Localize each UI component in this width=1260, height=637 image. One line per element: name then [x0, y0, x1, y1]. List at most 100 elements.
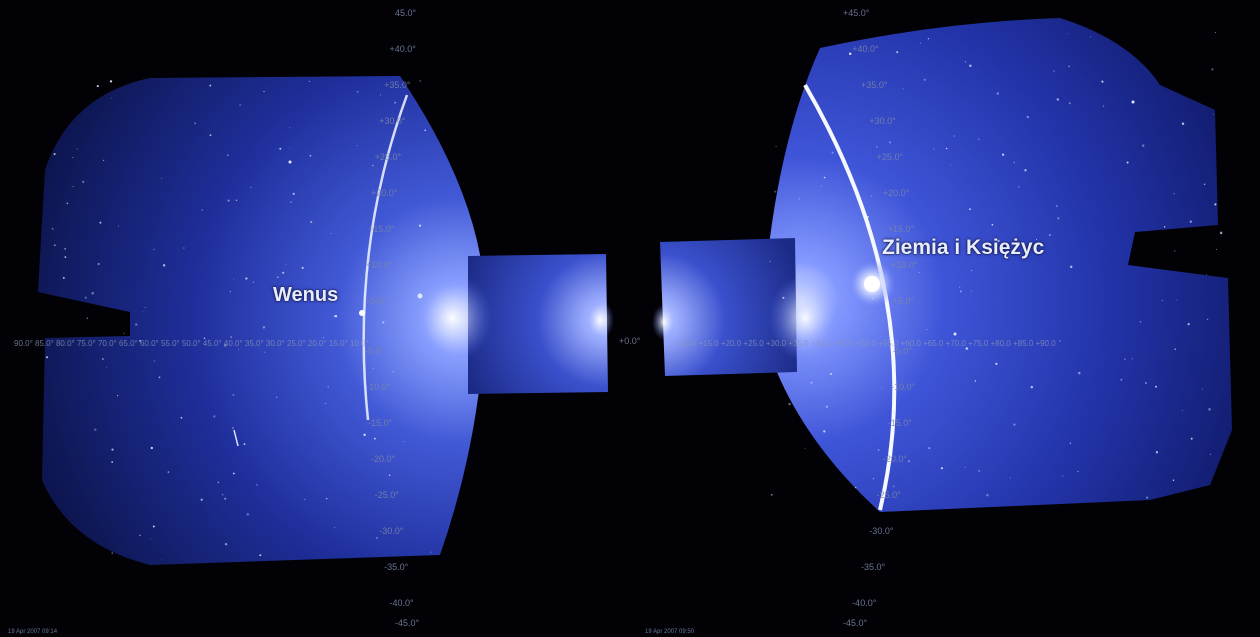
star	[810, 382, 812, 384]
star	[855, 487, 856, 488]
star	[73, 186, 74, 187]
star	[903, 88, 904, 89]
star	[210, 134, 212, 136]
star	[373, 368, 374, 369]
tick-label: 45.0°	[395, 8, 416, 18]
star	[1018, 186, 1019, 187]
axis-left-readout: 90.0° 85.0° 80.0° 75.0° 70.0° 65.0° 60.0…	[14, 339, 369, 348]
tick-label: +40.0°	[389, 44, 415, 54]
star	[893, 411, 895, 413]
star	[376, 537, 378, 539]
center-tick: +0.0°	[619, 336, 640, 346]
star	[264, 352, 265, 353]
timestamp-left: 19 Apr 2007 09:14	[8, 629, 57, 635]
star	[151, 447, 153, 449]
sun-glow-center-right	[652, 304, 676, 340]
star	[110, 80, 112, 82]
tick-label: -5.0°	[893, 346, 912, 356]
tick-label: -30.0°	[379, 526, 403, 536]
star	[769, 261, 771, 263]
tick-label: -45.0°	[395, 618, 419, 628]
star	[867, 216, 869, 218]
star	[77, 148, 78, 149]
tick-label: -30.0°	[869, 526, 893, 536]
tick-label: +30.0°	[869, 116, 895, 126]
star	[1211, 68, 1213, 70]
star	[924, 79, 926, 81]
star	[1132, 358, 1133, 359]
star	[150, 539, 151, 540]
star	[230, 291, 231, 292]
star	[1176, 300, 1177, 301]
star	[217, 482, 219, 484]
star	[310, 221, 312, 223]
star	[978, 470, 980, 472]
star	[372, 165, 373, 166]
star	[72, 157, 73, 158]
star	[97, 85, 99, 87]
axis-right-readout: +10.0 +15.0 +20.0 +25.0 +30.0 +35.0 +40.…	[676, 339, 1056, 348]
star	[54, 153, 56, 155]
star	[1070, 442, 1071, 443]
tick-label: -25.0°	[375, 490, 399, 500]
star	[971, 270, 972, 271]
star	[876, 146, 877, 147]
star	[238, 349, 239, 350]
tick-label: +15.0°	[368, 224, 394, 234]
tick-label: -15.0°	[888, 418, 912, 428]
star	[201, 499, 203, 501]
star	[63, 277, 65, 279]
tick-label: +35.0°	[384, 80, 410, 90]
star	[878, 449, 880, 451]
star	[52, 228, 54, 230]
star	[135, 323, 138, 326]
timestamp-middle: 19 Apr 2007 09:50	[645, 629, 694, 635]
star	[276, 396, 278, 398]
star	[1124, 359, 1125, 360]
star	[123, 333, 124, 334]
star	[1188, 323, 1190, 325]
venus-point	[359, 310, 365, 316]
tick-label: -40.0°	[389, 598, 413, 608]
tick-label: +30.0°	[379, 116, 405, 126]
star	[871, 196, 872, 197]
star	[1213, 114, 1214, 115]
star	[1031, 386, 1033, 388]
star	[997, 92, 999, 94]
star	[326, 498, 327, 499]
star	[263, 91, 264, 92]
star	[969, 65, 972, 68]
star	[975, 380, 976, 381]
star	[279, 148, 281, 150]
star	[103, 160, 104, 161]
star	[1067, 33, 1068, 34]
star	[194, 123, 196, 125]
venus-label: Wenus	[273, 284, 338, 307]
star	[290, 201, 292, 203]
star	[1013, 423, 1015, 425]
star	[1049, 234, 1051, 236]
star	[293, 193, 295, 195]
star	[331, 233, 332, 234]
star	[419, 225, 421, 227]
star	[933, 148, 934, 149]
star	[232, 427, 233, 428]
star	[1208, 408, 1210, 410]
star	[774, 191, 776, 193]
star	[168, 471, 170, 473]
star	[54, 244, 56, 246]
star	[236, 200, 238, 202]
star	[1155, 386, 1157, 388]
star	[230, 336, 232, 338]
tick-label: +10.0°	[366, 260, 392, 270]
star	[64, 248, 65, 249]
star	[799, 198, 800, 199]
star	[1103, 106, 1104, 107]
star	[1145, 382, 1147, 384]
star	[389, 475, 390, 476]
star	[1140, 321, 1142, 323]
star	[1174, 193, 1175, 194]
star	[112, 552, 114, 554]
star	[222, 494, 224, 496]
star	[953, 135, 955, 137]
